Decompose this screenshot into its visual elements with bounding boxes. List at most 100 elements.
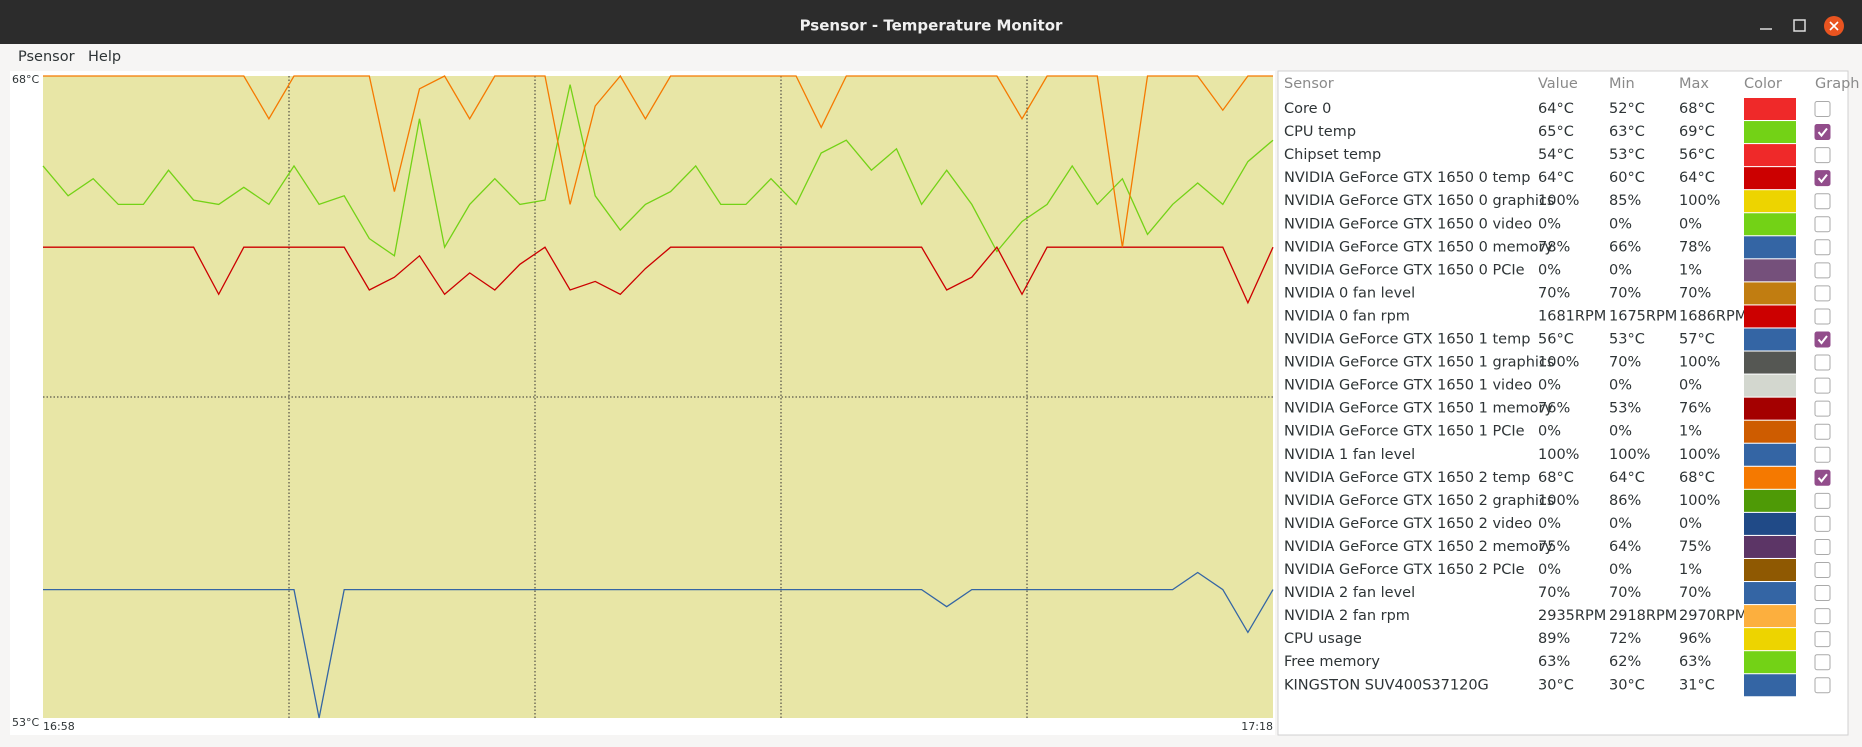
graph-checkbox[interactable] (1814, 377, 1831, 394)
graph-checkbox[interactable] (1814, 562, 1831, 578)
menu-item[interactable]: Psensor (18, 49, 75, 65)
cell: 0% (1609, 216, 1632, 232)
cell: Core 0 (1284, 101, 1331, 117)
cell: 70% (1679, 585, 1711, 601)
graph-checkbox[interactable] (1814, 101, 1831, 117)
cell: 100% (1679, 193, 1720, 209)
graph-checkbox[interactable] (1814, 285, 1831, 302)
cell: NVIDIA GeForce GTX 1650 2 PCIe (1284, 562, 1525, 578)
graph-checkbox[interactable] (1814, 124, 1831, 141)
cell: 70% (1609, 285, 1641, 301)
cell: NVIDIA GeForce GTX 1650 2 memory (1284, 539, 1553, 555)
cell: NVIDIA GeForce GTX 1650 1 PCIe (1284, 424, 1525, 440)
graph-checkbox[interactable] (1814, 147, 1831, 164)
cell: NVIDIA GeForce GTX 1650 1 video (1284, 378, 1532, 394)
cell: 0% (1609, 562, 1632, 578)
graph-checkbox[interactable] (1814, 308, 1831, 325)
cell: 78% (1538, 239, 1570, 255)
graph-checkbox[interactable] (1814, 239, 1831, 256)
graph-checkbox[interactable] (1814, 446, 1831, 463)
cell: 53°C (1609, 332, 1645, 348)
color-swatch (1744, 605, 1796, 628)
cell: 100% (1538, 355, 1579, 371)
color-swatch (1744, 559, 1796, 581)
color-swatch (1744, 628, 1796, 651)
cell: 1681RPM (1538, 308, 1606, 324)
cell: 70% (1538, 285, 1570, 301)
color-swatch (1744, 259, 1796, 282)
cell: 100% (1538, 193, 1579, 209)
sensor-line (43, 571, 1274, 719)
graph-checkbox[interactable] (1814, 469, 1831, 486)
cell: 100% (1538, 493, 1579, 509)
cell: 63°C (1609, 124, 1645, 140)
cell: 1% (1679, 262, 1702, 278)
cell: 0% (1538, 262, 1561, 278)
cell: NVIDIA GeForce GTX 1650 0 graphics (1284, 193, 1554, 209)
x-label: 16:58 (43, 720, 75, 733)
cell: 86% (1609, 493, 1641, 509)
graph-checkbox[interactable] (1814, 354, 1831, 371)
cell: 57°C (1679, 332, 1715, 348)
graph-checkbox[interactable] (1814, 515, 1831, 532)
cell: 66% (1609, 239, 1641, 255)
cell: NVIDIA GeForce GTX 1650 1 temp (1284, 332, 1530, 348)
column-header: Min (1609, 76, 1635, 92)
cell: NVIDIA GeForce GTX 1650 0 PCIe (1284, 262, 1525, 278)
color-swatch (1744, 420, 1796, 443)
column-header: Max (1679, 76, 1709, 92)
graph-checkbox[interactable] (1814, 538, 1831, 555)
graph-checkbox[interactable] (1814, 608, 1831, 625)
graph-checkbox[interactable] (1814, 654, 1831, 671)
graph-checkbox[interactable] (1814, 216, 1831, 233)
cell: NVIDIA 2 fan rpm (1284, 608, 1410, 624)
cell: 0% (1538, 424, 1561, 440)
y-tick-label: 53°C (12, 716, 39, 729)
sensor-line (43, 74, 1273, 248)
cell: 0% (1679, 216, 1702, 232)
cell: 2935RPM (1538, 608, 1606, 624)
graph-checkbox[interactable] (1814, 677, 1831, 694)
cell: NVIDIA GeForce GTX 1650 2 graphics (1284, 493, 1554, 509)
cell: 54°C (1538, 147, 1574, 163)
maximize-button[interactable] (1793, 19, 1806, 32)
cell: 0% (1609, 516, 1632, 532)
cell: 78% (1679, 239, 1711, 255)
cell: 100% (1679, 447, 1720, 463)
cell: Chipset temp (1284, 147, 1381, 163)
graph-checkbox[interactable] (1814, 170, 1831, 187)
sensor-table: Sensor Value Min Max Color Graph Core 0 64°C 52°… (1284, 76, 1859, 697)
cell: 76% (1679, 401, 1711, 417)
graph-checkbox[interactable] (1814, 331, 1831, 348)
cell: Free memory (1284, 654, 1380, 670)
cell: 53% (1609, 401, 1641, 417)
cell: 100% (1609, 447, 1650, 463)
cell: 64% (1609, 539, 1641, 555)
color-swatch (1744, 651, 1796, 674)
cell: NVIDIA GeForce GTX 1650 0 video (1284, 216, 1532, 232)
color-swatch (1744, 305, 1796, 328)
sensor-line (42, 84, 1274, 257)
graph-checkbox[interactable] (1814, 631, 1831, 648)
cell: NVIDIA GeForce GTX 1650 1 memory (1284, 401, 1553, 417)
check-mark (1817, 174, 1828, 184)
cell: 65°C (1538, 124, 1574, 140)
graph-checkbox[interactable] (1814, 423, 1831, 440)
cell: 100% (1679, 355, 1720, 371)
color-swatch (1744, 282, 1796, 305)
cell: 68°C (1538, 470, 1574, 486)
graph-checkbox[interactable] (1814, 400, 1831, 417)
y-tick-label: 68°C (12, 73, 39, 86)
graph-checkbox[interactable] (1814, 193, 1831, 210)
menu-item[interactable]: Help (88, 49, 121, 65)
color-swatch (1744, 236, 1796, 259)
cell: 64°C (1538, 101, 1574, 117)
column-header: Graph (1815, 76, 1859, 92)
graph-checkbox[interactable] (1814, 585, 1831, 602)
plot-area (43, 76, 1273, 718)
cell: 30°C (1609, 677, 1645, 693)
graph-checkbox[interactable] (1814, 262, 1831, 279)
x-label: 17:18 (1241, 720, 1273, 733)
graph-checkbox[interactable] (1814, 492, 1831, 509)
